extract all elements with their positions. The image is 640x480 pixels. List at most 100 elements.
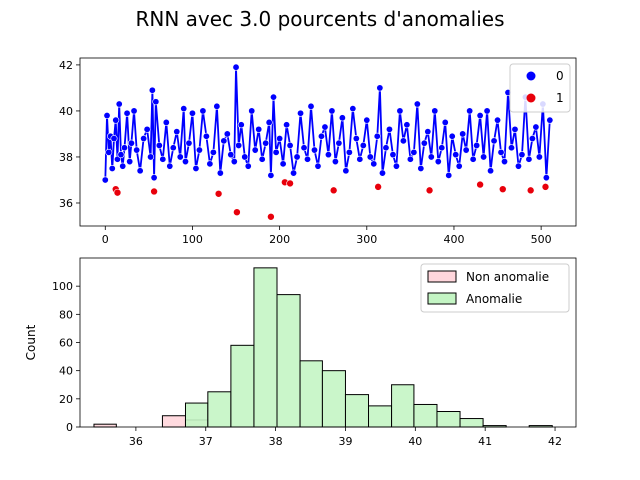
normal-point (427, 153, 435, 161)
normal-point (314, 162, 322, 170)
normal-point (133, 146, 141, 154)
normal-point (452, 151, 460, 159)
normal-point (209, 148, 217, 156)
normal-point (448, 132, 456, 140)
y-axis-label: Count (24, 324, 38, 360)
anomalie-bar (436, 411, 461, 428)
normal-point (123, 109, 131, 117)
normal-point (396, 107, 404, 115)
normal-point (546, 116, 554, 124)
anomaly-point (526, 186, 535, 195)
normal-point (480, 153, 488, 161)
normal-point (290, 169, 298, 177)
y-tick-label: 40 (59, 105, 73, 118)
normal-point (424, 128, 432, 136)
normal-point (376, 84, 384, 92)
normal-point (476, 112, 484, 120)
normal-series-line (104, 67, 551, 181)
normal-point (115, 100, 123, 108)
normal-point (469, 155, 477, 163)
anomaly-point (286, 179, 294, 188)
normal-point (251, 146, 259, 154)
anomalie-bar (184, 402, 209, 428)
normal-point (494, 116, 502, 124)
anomalie-bar (207, 391, 232, 428)
x-tick-label: 39 (338, 435, 352, 448)
normal-point (188, 109, 196, 117)
normal-point (162, 118, 170, 126)
normal-point (373, 132, 381, 140)
legend-marker-0 (526, 71, 536, 81)
anomaly-point (476, 180, 484, 189)
normal-point (140, 135, 148, 143)
normal-point (342, 167, 350, 175)
normal-point (335, 139, 343, 147)
y-tick-label: 80 (59, 308, 73, 321)
normal-point (276, 135, 284, 143)
non-anomalie-bar (161, 415, 186, 428)
normal-point (293, 153, 301, 161)
normal-point (103, 112, 111, 120)
normal-point (213, 102, 221, 110)
anomalie-bar (321, 370, 346, 428)
legend-label-anomalie: Anomalie (466, 292, 522, 306)
normal-point (490, 137, 498, 145)
y-tick-label: 40 (59, 365, 73, 378)
normal-point (473, 141, 481, 149)
y-tick-label: 36 (59, 197, 73, 210)
normal-point (438, 144, 446, 152)
normal-point (304, 155, 312, 163)
y-tick-label: 42 (59, 59, 73, 72)
normal-point (169, 144, 177, 152)
normal-point (152, 98, 160, 106)
legend-swatch-anomalie (427, 292, 457, 305)
anomalie-bar (344, 394, 370, 428)
normal-point (321, 123, 329, 131)
normal-point (267, 171, 275, 179)
normal-point (431, 107, 439, 115)
y-tick-label: 100 (52, 280, 73, 293)
normal-point (389, 151, 397, 159)
anomaly-point (498, 185, 507, 193)
normal-point (173, 128, 181, 136)
normal-point (150, 174, 158, 182)
normal-point (466, 107, 474, 115)
legend-label-non-anomalie: Non anomalie (466, 270, 549, 284)
normal-point (366, 153, 374, 161)
anomaly-point (233, 208, 241, 216)
normal-point (159, 155, 167, 163)
normal-point (406, 155, 414, 163)
normal-point (235, 141, 243, 149)
anomalie-bar (413, 403, 438, 428)
normal-point (441, 118, 449, 126)
normal-point (370, 160, 378, 168)
normal-point (307, 102, 315, 110)
normal-point (185, 139, 193, 147)
x-tick-label: 42 (548, 435, 562, 448)
non-anomalie-bar (93, 423, 117, 428)
y-tick-label: 60 (59, 337, 73, 350)
legend-label-0: 0 (556, 69, 564, 83)
normal-point (363, 116, 371, 124)
normal-point (385, 125, 393, 133)
normal-point (244, 162, 252, 170)
x-tick-label: 0 (102, 233, 109, 246)
y-tick-label: 0 (66, 421, 73, 434)
x-tick-label: 36 (129, 435, 143, 448)
normal-point (359, 141, 367, 149)
figure-title: RNN avec 3.0 pourcents d'anomalies (135, 7, 504, 31)
normal-point (258, 155, 266, 163)
histogram-legend: Non anomalie Anomalie (420, 263, 570, 313)
normal-point (352, 135, 360, 143)
normal-point (105, 148, 113, 156)
anomalie-bar (391, 384, 415, 428)
x-tick-label: 41 (478, 435, 492, 448)
normal-point (216, 169, 224, 177)
histogram-panel: 36 37 38 39 40 41 42 0 20 40 60 80 100 Count Non anoma… (24, 257, 577, 448)
normal-point (420, 139, 428, 147)
normal-point (255, 125, 263, 133)
normal-point (206, 160, 214, 168)
normal-point (417, 164, 425, 172)
x-tick-label: 40 (408, 435, 422, 448)
